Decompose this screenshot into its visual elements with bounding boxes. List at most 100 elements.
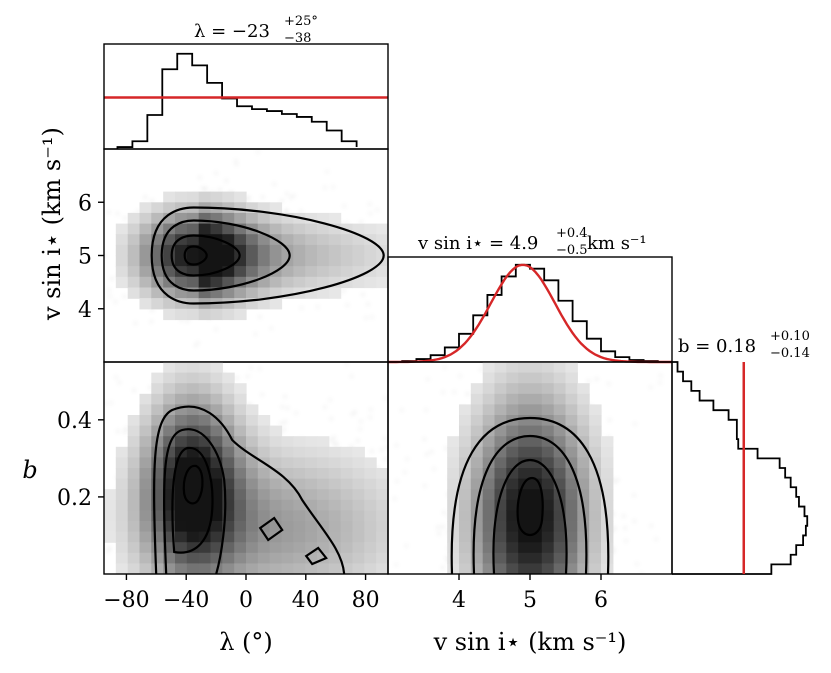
lb-density-cell <box>175 404 188 416</box>
lb-density-cell <box>281 531 294 543</box>
lb-density-cell <box>222 446 235 458</box>
lv-scatter-point <box>150 320 153 323</box>
lb-density-cell <box>257 489 271 501</box>
lb-density-cell <box>281 436 294 448</box>
lv-density-cell <box>127 223 141 235</box>
lb-density-cell <box>115 489 129 501</box>
lb-density-cell <box>234 404 247 416</box>
vb-density-cell <box>459 531 472 543</box>
lb-density-cell <box>175 531 188 543</box>
lv-density-cell <box>198 255 212 267</box>
lv-density-cell <box>317 234 330 246</box>
vb-density-cell <box>541 489 555 501</box>
lb-density-cell <box>198 510 212 522</box>
lb-density-cell <box>151 415 164 427</box>
lv-density-cell <box>328 244 342 257</box>
vb-density-cell <box>494 542 507 554</box>
vb-scatter-point <box>613 480 616 484</box>
vb-density-cell <box>553 499 567 511</box>
vb-scatter-point <box>632 493 636 497</box>
vb-density-cell <box>447 531 460 543</box>
lb-density-cell <box>175 436 188 448</box>
ylabel-b: b <box>22 456 37 484</box>
lb-density-cell <box>234 425 247 437</box>
vb-density-cell <box>553 372 567 384</box>
vb-density-cell <box>470 510 484 522</box>
lb-density-cell <box>186 436 200 448</box>
lb-density-cell <box>186 499 200 511</box>
vb-scatter-point <box>441 566 445 569</box>
vb-density-cell <box>518 468 531 480</box>
lb-density-cell <box>127 425 141 437</box>
vb-density-cell <box>459 563 472 574</box>
lv-density-cell <box>175 191 188 203</box>
vb-density-cell <box>577 552 590 564</box>
vb-density-cell <box>459 404 472 416</box>
vb-density-cell <box>577 457 590 469</box>
lb-contour-1 <box>153 405 346 574</box>
vb-density-cell <box>601 552 614 564</box>
hist-b-step <box>672 361 809 575</box>
vb-scatter-point <box>405 457 409 461</box>
vb-density-cell <box>459 510 472 522</box>
lv-scatter-point <box>316 305 319 309</box>
lv-density-cell <box>281 234 294 246</box>
lb-density-cell <box>163 436 176 448</box>
lv-density-cell <box>246 234 259 246</box>
vb-density-cell <box>482 531 496 543</box>
vb-density-cell <box>494 372 507 384</box>
vb-density-cell <box>494 383 507 395</box>
lv-scatter-point <box>272 182 276 186</box>
lb-density-cell <box>317 446 330 458</box>
lb-density-cell <box>222 436 235 448</box>
lv-scatter-point <box>299 210 303 213</box>
lb-density-cell <box>328 446 342 458</box>
lb-density-cell <box>281 563 294 574</box>
vb-density-cell <box>482 362 496 374</box>
lv-scatter-point <box>214 171 218 175</box>
lb-density-cell <box>151 457 164 469</box>
vb-density-cell <box>506 489 519 501</box>
vb-scatter-point <box>624 539 628 543</box>
lv-density-cell <box>163 308 176 321</box>
vb-density-cell <box>565 393 578 405</box>
lb-density-cell <box>198 542 212 554</box>
lb-scatter-point <box>359 420 363 423</box>
lb-density-cell <box>317 468 330 480</box>
lb-density-cell <box>163 521 176 533</box>
lb-density-cell <box>127 521 141 533</box>
vb-density-cell <box>553 563 567 574</box>
vb-scatter-point <box>436 526 440 529</box>
hist-b-frame <box>672 362 822 574</box>
lv-density-cell <box>269 276 283 289</box>
lv-density-cell <box>198 266 212 278</box>
lv-density-cell <box>210 223 223 235</box>
lv-density-cell <box>139 244 152 257</box>
lb-density-cell <box>376 531 388 543</box>
vb-scatter-point <box>394 563 398 566</box>
vb-density-cell <box>506 542 519 554</box>
lv-density-cell <box>317 212 330 225</box>
ytick-label-b: 0.2 <box>57 486 92 511</box>
vb-density-cell <box>459 478 472 490</box>
xtick-label-lambda: −40 <box>163 588 209 613</box>
vb-density-cell <box>553 531 567 543</box>
lv-density-cell <box>257 287 271 299</box>
vb-density-cell <box>494 404 507 416</box>
vb-density-cell <box>482 542 496 554</box>
lv-density-cell <box>175 255 188 267</box>
vb-density-cell <box>447 478 460 490</box>
lb-density-cell <box>364 499 377 511</box>
lb-density-cell <box>198 362 212 374</box>
lb-density-cell <box>340 468 354 480</box>
lb-density-cell <box>222 563 235 574</box>
lv-scatter-point <box>323 186 327 189</box>
lb-density-cell <box>281 499 294 511</box>
lb-scatter-point <box>369 416 372 419</box>
vb-density-cell <box>530 478 543 490</box>
lv-density-cell <box>127 266 141 278</box>
lv-scatter-point <box>107 210 111 214</box>
vb-density-cell <box>506 362 519 374</box>
lb-density-cell <box>305 499 318 511</box>
vb-density-cell <box>530 531 543 543</box>
